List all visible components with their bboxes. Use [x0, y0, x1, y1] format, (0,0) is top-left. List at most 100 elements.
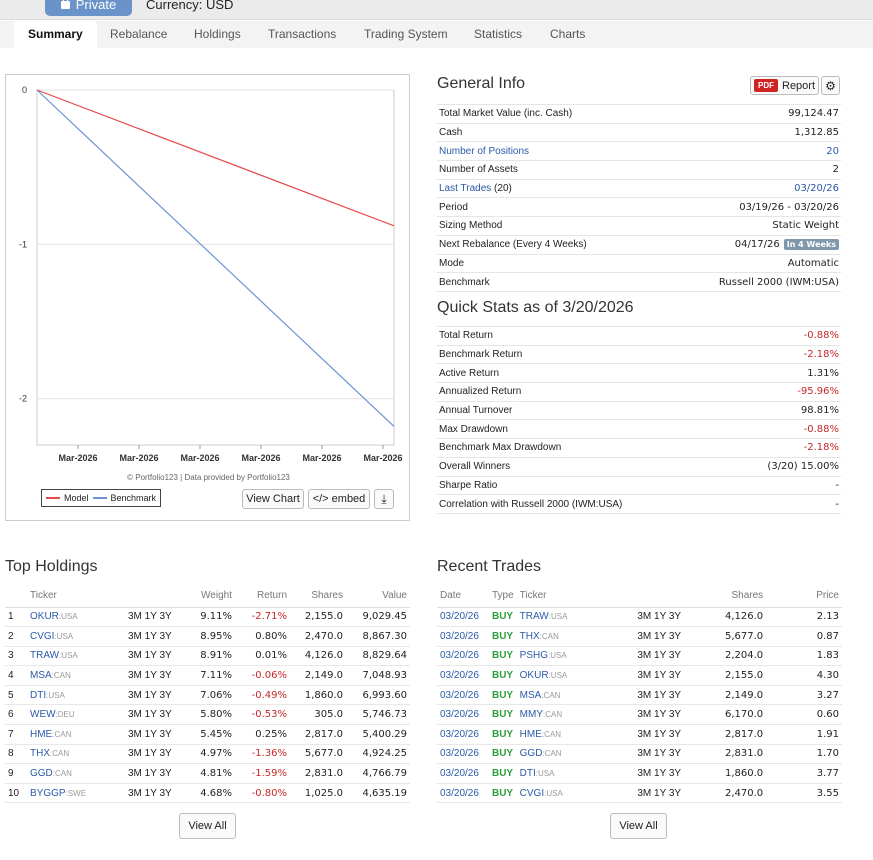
- trade-date[interactable]: 03/20/26: [437, 607, 489, 628]
- period-links[interactable]: 3M 1Y 3Y: [634, 744, 705, 765]
- view-chart-button[interactable]: View Chart: [242, 489, 304, 509]
- ticker-link[interactable]: CVGI: [30, 630, 55, 642]
- tab-statistics[interactable]: Statistics: [474, 27, 523, 41]
- period-links[interactable]: 3M 1Y 3Y: [125, 607, 195, 628]
- trade-ticker[interactable]: TRAW:USA: [516, 607, 635, 628]
- period-links[interactable]: 3M 1Y 3Y: [634, 704, 705, 726]
- ticker-link[interactable]: DTI: [519, 768, 536, 780]
- holding-ticker[interactable]: WEW:DEU: [27, 704, 125, 726]
- holding-ticker[interactable]: HME:CAN: [27, 724, 125, 745]
- ticker-link[interactable]: CVGI: [519, 787, 545, 799]
- trades-view-all-button[interactable]: View All: [610, 813, 667, 839]
- period-links[interactable]: 3M 1Y 3Y: [125, 744, 195, 765]
- holding-ticker[interactable]: DTI:USA: [27, 685, 125, 706]
- col-return[interactable]: Return: [235, 585, 290, 608]
- ticker-link[interactable]: OKUR: [519, 670, 549, 682]
- ticker-link[interactable]: MMY: [519, 709, 543, 721]
- holding-ticker[interactable]: THX:CAN: [27, 744, 125, 765]
- period-links[interactable]: 3M 1Y 3Y: [634, 626, 705, 647]
- period-links[interactable]: 3M 1Y 3Y: [634, 685, 705, 706]
- info-label[interactable]: Last Trades (20): [437, 179, 660, 199]
- ticker-link[interactable]: DTI: [30, 689, 47, 701]
- col-date[interactable]: Date: [437, 585, 489, 608]
- trade-date[interactable]: 03/20/26: [437, 665, 489, 686]
- trade-ticker[interactable]: GGD:CAN: [516, 744, 635, 765]
- col-weight[interactable]: Weight: [195, 585, 235, 608]
- period-links[interactable]: 3M 1Y 3Y: [125, 685, 195, 706]
- trade-ticker[interactable]: MMY:CAN: [516, 704, 635, 726]
- tab-summary[interactable]: Summary: [14, 21, 97, 48]
- ticker-link[interactable]: MSA: [30, 670, 52, 682]
- ticker-link[interactable]: GGD: [519, 748, 543, 760]
- holdings-view-all-button[interactable]: View All: [179, 813, 236, 839]
- trade-ticker[interactable]: PSHG:USA: [516, 646, 635, 667]
- ticker-link[interactable]: BYGGP: [30, 787, 66, 799]
- col-shares[interactable]: Shares: [290, 585, 346, 608]
- period-links[interactable]: 3M 1Y 3Y: [125, 704, 195, 726]
- ticker-link[interactable]: HME: [519, 728, 542, 740]
- ticker-link[interactable]: OKUR: [30, 611, 59, 623]
- period-links[interactable]: 3M 1Y 3Y: [125, 646, 195, 667]
- embed-button[interactable]: </> embed: [308, 489, 370, 509]
- tab-transactions[interactable]: Transactions: [268, 27, 337, 41]
- holding-ticker[interactable]: GGD:CAN: [27, 763, 125, 784]
- tab-charts[interactable]: Charts: [550, 27, 586, 41]
- info-value[interactable]: 20: [659, 141, 841, 162]
- period-links[interactable]: 3M 1Y 3Y: [125, 665, 195, 686]
- period-links[interactable]: 3M 1Y 3Y: [634, 646, 705, 667]
- trade-date[interactable]: 03/20/26: [437, 626, 489, 647]
- info-value[interactable]: 03/20/26: [659, 179, 841, 199]
- info-label[interactable]: Number of Positions: [437, 141, 660, 162]
- period-links[interactable]: 3M 1Y 3Y: [634, 763, 705, 784]
- period-links[interactable]: 3M 1Y 3Y: [634, 724, 705, 745]
- trade-ticker[interactable]: HME:CAN: [516, 724, 635, 745]
- holding-ticker[interactable]: MSA:CAN: [27, 665, 125, 686]
- trade-date[interactable]: 03/20/26: [437, 744, 489, 765]
- holding-ticker[interactable]: CVGI:USA: [27, 626, 125, 647]
- tab-trading-system[interactable]: Trading System: [364, 27, 448, 41]
- holding-ticker[interactable]: OKUR:USA: [27, 607, 125, 628]
- ticker-link[interactable]: PSHG: [519, 650, 548, 662]
- period-links[interactable]: 3M 1Y 3Y: [634, 665, 705, 686]
- period-links[interactable]: 3M 1Y 3Y: [634, 783, 705, 804]
- tab-rebalance[interactable]: Rebalance: [110, 27, 168, 41]
- tab-holdings[interactable]: Holdings: [194, 27, 241, 41]
- col-price[interactable]: Price: [766, 585, 842, 608]
- period-links[interactable]: 3M 1Y 3Y: [125, 763, 195, 784]
- trade-date[interactable]: 03/20/26: [437, 783, 489, 804]
- trade-ticker[interactable]: CVGI:USA: [516, 783, 635, 804]
- download-button[interactable]: ⤓: [374, 489, 394, 509]
- trade-ticker[interactable]: THX:CAN: [516, 626, 635, 647]
- ticker-link[interactable]: TRAW: [30, 650, 60, 662]
- col-trade-ticker[interactable]: Ticker: [516, 585, 635, 608]
- trade-ticker[interactable]: DTI:USA: [516, 763, 635, 784]
- trade-date[interactable]: 03/20/26: [437, 763, 489, 784]
- period-links[interactable]: 3M 1Y 3Y: [125, 626, 195, 647]
- trade-date[interactable]: 03/20/26: [437, 685, 489, 706]
- trade-date[interactable]: 03/20/26: [437, 724, 489, 745]
- period-links[interactable]: 3M 1Y 3Y: [125, 724, 195, 745]
- private-badge[interactable]: Private: [45, 0, 132, 16]
- ticker-link[interactable]: THX: [519, 630, 540, 642]
- report-button[interactable]: PDF Report: [750, 76, 819, 95]
- col-type[interactable]: Type: [488, 585, 517, 608]
- trade-date[interactable]: 03/20/26: [437, 646, 489, 667]
- ticker-link[interactable]: GGD: [30, 768, 53, 780]
- col-value[interactable]: Value: [346, 585, 410, 608]
- period-links[interactable]: 3M 1Y 3Y: [634, 607, 705, 628]
- ticker-exchange: :USA: [46, 690, 65, 700]
- ticker-link[interactable]: TRAW: [519, 611, 549, 623]
- period-links[interactable]: 3M 1Y 3Y: [125, 783, 195, 804]
- ticker-link[interactable]: THX: [30, 748, 50, 760]
- ticker-link[interactable]: MSA: [519, 689, 542, 701]
- holding-ticker[interactable]: TRAW:USA: [27, 646, 125, 667]
- col-ticker[interactable]: Ticker: [27, 585, 125, 608]
- holding-ticker[interactable]: BYGGP:SWE: [27, 783, 125, 804]
- ticker-link[interactable]: HME: [30, 728, 53, 740]
- ticker-link[interactable]: WEW: [30, 709, 56, 721]
- trade-ticker[interactable]: MSA:CAN: [516, 685, 635, 706]
- trade-ticker[interactable]: OKUR:USA: [516, 665, 635, 686]
- col-trade-shares[interactable]: Shares: [704, 585, 767, 608]
- settings-button[interactable]: ⚙: [821, 76, 840, 95]
- trade-date[interactable]: 03/20/26: [437, 704, 489, 726]
